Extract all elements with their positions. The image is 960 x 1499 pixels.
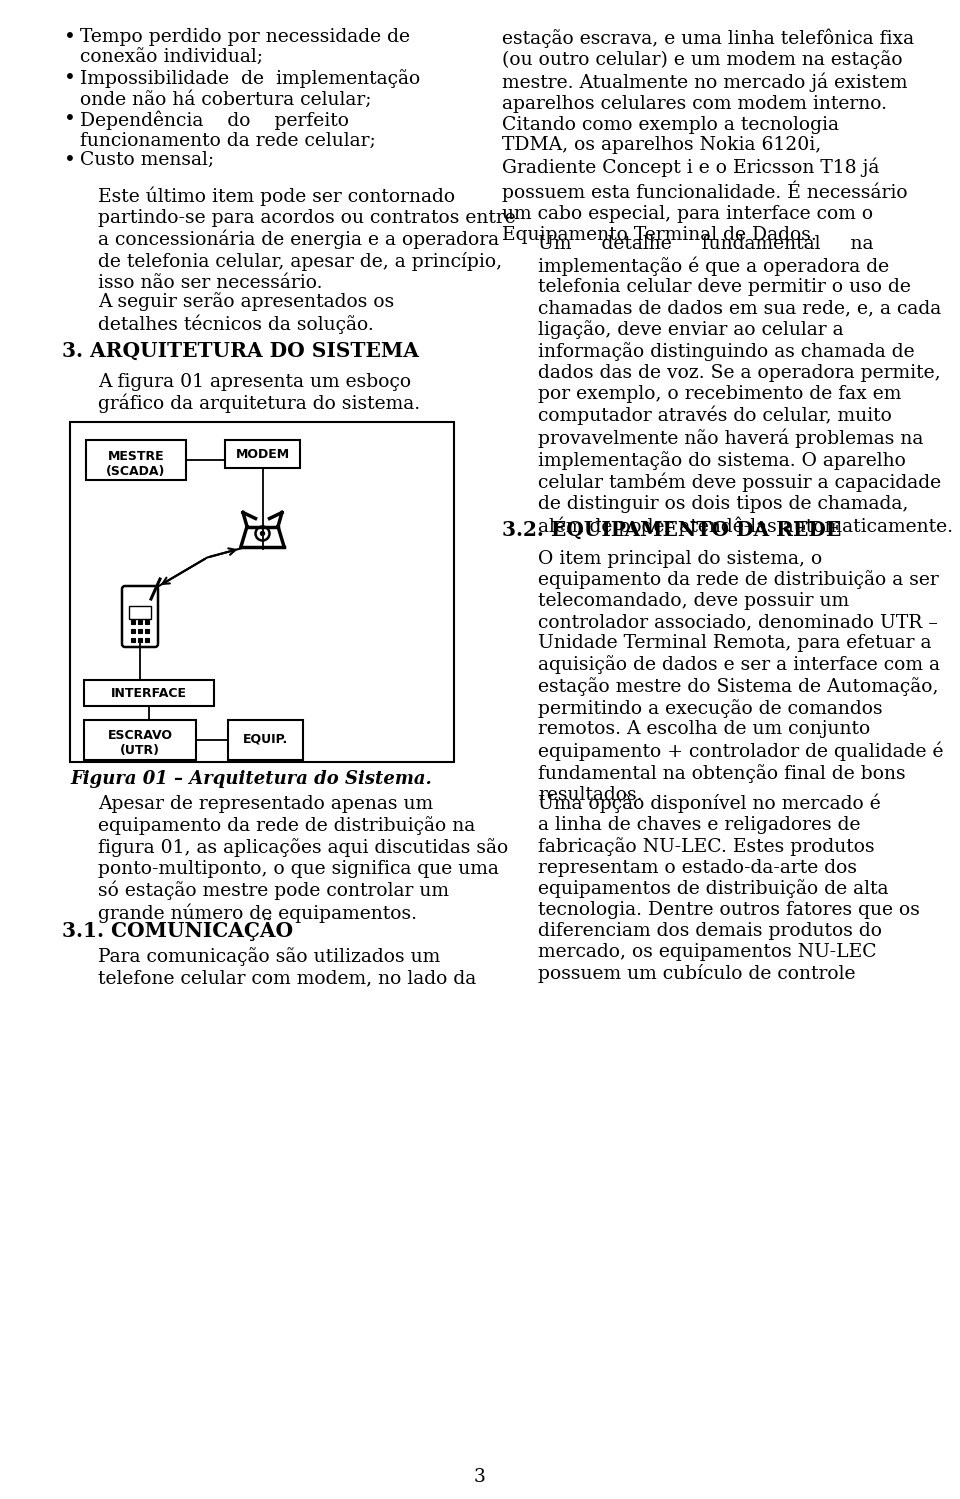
Bar xyxy=(84,679,214,706)
Text: 3. ARQUITETURA DO SISTEMA: 3. ARQUITETURA DO SISTEMA xyxy=(62,340,419,361)
Circle shape xyxy=(260,532,265,535)
Bar xyxy=(131,637,135,642)
Text: Um     detalhe     fundamental     na
implementação é que a operadora de
telefon: Um detalhe fundamental na implementação … xyxy=(539,235,953,535)
Text: MESTRE
(SCADA): MESTRE (SCADA) xyxy=(107,450,166,478)
Bar xyxy=(228,720,303,760)
Text: O item principal do sistema, o
equipamento da rede de distribuição a ser
telecom: O item principal do sistema, o equipamen… xyxy=(539,550,944,803)
Bar xyxy=(86,439,186,480)
Bar xyxy=(131,628,135,633)
Bar xyxy=(138,628,142,633)
Bar xyxy=(129,606,151,619)
Text: 3.1. COMUNICAÇÃO: 3.1. COMUNICAÇÃO xyxy=(62,917,293,941)
Text: A seguir serão apresentados os
detalhes técnicos da solução.: A seguir serão apresentados os detalhes … xyxy=(98,292,395,334)
Text: Custo mensal;: Custo mensal; xyxy=(80,151,214,169)
Bar xyxy=(84,720,196,760)
Text: 3.2. EQUIPAMENTO DA REDE: 3.2. EQUIPAMENTO DA REDE xyxy=(502,520,842,540)
Bar xyxy=(131,619,135,624)
Text: 3: 3 xyxy=(474,1468,486,1486)
Text: Figura 01 – Arquitetura do Sistema.: Figura 01 – Arquitetura do Sistema. xyxy=(70,769,432,787)
Bar xyxy=(138,619,142,624)
Text: Uma opção disponível no mercado é
a linha de chaves e religadores de
fabricação : Uma opção disponível no mercado é a linh… xyxy=(539,793,921,983)
Text: MODEM: MODEM xyxy=(235,448,290,460)
Text: •: • xyxy=(64,109,76,129)
Text: EQUIP.: EQUIP. xyxy=(243,733,288,745)
Bar xyxy=(138,637,142,642)
Text: Apesar de representado apenas um
equipamento da rede de distribuição na
figura 0: Apesar de representado apenas um equipam… xyxy=(98,794,508,923)
Text: •: • xyxy=(64,69,76,88)
Bar xyxy=(145,637,149,642)
Text: •: • xyxy=(64,28,76,46)
Bar xyxy=(70,421,453,761)
Bar xyxy=(145,628,149,633)
Bar xyxy=(225,439,300,468)
Text: Para comunicação são utilizados um
telefone celular com modem, no lado da: Para comunicação são utilizados um telef… xyxy=(98,947,476,988)
Text: Tempo perdido por necessidade de
conexão individual;: Tempo perdido por necessidade de conexão… xyxy=(80,28,410,67)
Text: estação escrava, e uma linha telefônica fixa
(ou outro celular) e um modem na es: estação escrava, e uma linha telefônica … xyxy=(502,28,915,244)
Text: INTERFACE: INTERFACE xyxy=(111,687,187,700)
Bar xyxy=(145,619,149,624)
Text: •: • xyxy=(64,151,76,169)
Text: A figura 01 apresenta um esboço
gráfico da arquitetura do sistema.: A figura 01 apresenta um esboço gráfico … xyxy=(98,372,420,414)
Text: Este último item pode ser contornado
partindo-se para acordos ou contratos entre: Este último item pode ser contornado par… xyxy=(98,186,516,292)
Text: Dependência    do    perfeito
funcionamento da rede celular;: Dependência do perfeito funcionamento da… xyxy=(80,109,375,150)
Text: ESCRAVO
(UTR): ESCRAVO (UTR) xyxy=(108,729,173,757)
Text: Impossibilidade  de  implementação
onde não há cobertura celular;: Impossibilidade de implementação onde nã… xyxy=(80,69,420,109)
FancyBboxPatch shape xyxy=(122,586,158,648)
